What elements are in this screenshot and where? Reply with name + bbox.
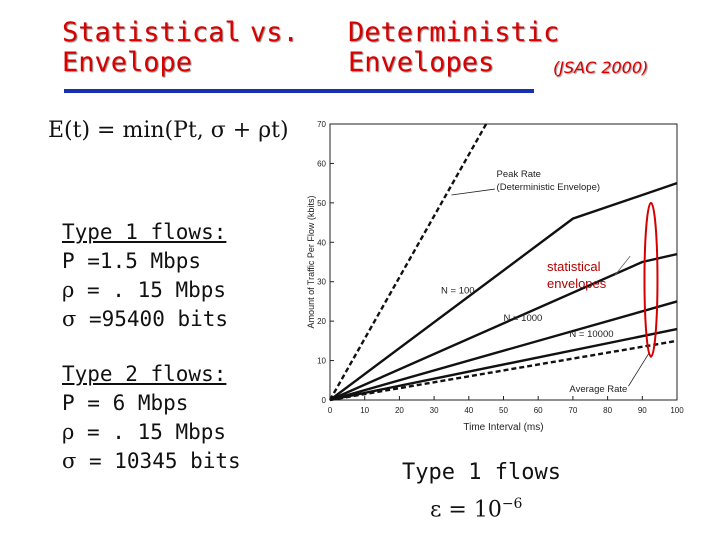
y-tick-label: 50	[317, 199, 326, 208]
x-tick-label: 0	[328, 406, 333, 415]
y-tick-label: 60	[317, 159, 326, 168]
type1-rho-line: ρ = . 15 Mbps	[62, 276, 228, 305]
n10000-label: N = 10000	[569, 329, 613, 340]
x-tick-label: 10	[360, 406, 369, 415]
traffic-envelope-chart: 0 10 20 30 40 50 60 70 80 90 100 0 10 20 30 40 50 60 70 Tim…	[306, 120, 684, 433]
y-tick-label: 40	[317, 238, 326, 247]
type1-peak-rate: P =1.5 Mbps	[62, 249, 202, 273]
title-right-line1: Deterministic	[348, 17, 560, 48]
type2-rho: = . 15 Mbps	[74, 420, 227, 444]
y-tick-label: 20	[317, 317, 326, 326]
type2-sigma-line: σ = 10345 bits	[62, 447, 241, 476]
x-tick-label: 90	[638, 406, 647, 415]
series-line-average-rate	[329, 339, 678, 402]
x-tick-label: 30	[430, 406, 439, 415]
slide-title-vs: vs.	[250, 17, 299, 48]
epsilon-formula: ε = 10−6	[430, 496, 522, 522]
type1-parameters: Type 1 flows: P =1.5 Mbps ρ = . 15 Mbps …	[62, 218, 228, 334]
n100-label: N = 100	[441, 286, 475, 297]
x-axis-label: Time Interval (ms)	[463, 422, 543, 433]
x-tick-label: 80	[603, 406, 612, 415]
rho-symbol: ρ	[62, 420, 75, 444]
n1000-label: N = 1000	[504, 313, 543, 324]
type2-heading: Type 2 flows:	[62, 362, 227, 386]
type2-sigma: = 10345 bits	[76, 449, 241, 473]
type1-rho: = . 15 Mbps	[74, 278, 227, 302]
title-left-line1: Statistical	[62, 17, 241, 48]
epsilon-base: ε = 10	[430, 497, 502, 523]
x-tick-label: 100	[670, 406, 684, 415]
average-rate-leader	[628, 352, 650, 387]
y-tick-label: 30	[317, 278, 326, 287]
y-tick-label: 0	[322, 396, 327, 405]
title-right-line2: Envelopes	[348, 47, 495, 78]
series-line-n-100	[329, 182, 678, 401]
series-line-peak-rate-deterministic-envelope	[328, 123, 488, 401]
series-line-n-1000	[329, 252, 678, 402]
series-line-n-10000	[329, 300, 678, 402]
envelope-formula: E(t) = min(Pt, σ + ρt)	[48, 118, 289, 143]
peak-rate-label-sub: (Deterministic Envelope)	[497, 182, 600, 193]
rho-symbol: ρ	[62, 278, 75, 302]
x-tick-label: 40	[464, 406, 473, 415]
chart-caption: Type 1 flows	[402, 460, 561, 485]
title-underline	[64, 89, 534, 93]
statistical-envelopes-annotation: statistical envelopes	[547, 259, 607, 291]
statistical-envelopes-highlight	[643, 201, 659, 358]
sigma-symbol: σ	[62, 449, 77, 473]
peak-rate-leader	[451, 188, 495, 196]
series-line-unlabeled	[329, 327, 678, 402]
type1-sigma-line: σ =95400 bits	[62, 305, 228, 334]
sigma-symbol: σ	[62, 307, 77, 331]
type1-sigma: =95400 bits	[76, 307, 229, 331]
y-axis-label: Amount of Traffic Per Flow (kbits)	[306, 196, 316, 329]
type2-peak-rate: P = 6 Mbps	[62, 391, 189, 415]
x-tick-label: 70	[568, 406, 577, 415]
y-tick-label: 70	[317, 120, 326, 129]
average-rate-label: Average Rate	[569, 384, 627, 395]
type2-parameters: Type 2 flows: P = 6 Mbps ρ = . 15 Mbps σ…	[62, 360, 241, 476]
x-tick-label: 50	[499, 406, 508, 415]
statistical-envelopes-leader	[614, 255, 631, 277]
type1-heading: Type 1 flows:	[62, 220, 227, 244]
x-tick-label: 20	[395, 406, 404, 415]
epsilon-exponent: −6	[501, 496, 523, 512]
title-left-line2: Envelope	[62, 47, 193, 78]
type2-rho-line: ρ = . 15 Mbps	[62, 418, 241, 447]
reference-note: (JSAC 2000)	[553, 58, 649, 77]
y-tick-label: 10	[317, 357, 326, 366]
slide-title-deterministic: Deterministic Envelopes	[348, 17, 560, 78]
peak-rate-label: Peak Rate	[497, 169, 541, 180]
x-tick-label: 60	[534, 406, 543, 415]
slide-title-statistical: Statistical Envelope	[62, 17, 241, 78]
